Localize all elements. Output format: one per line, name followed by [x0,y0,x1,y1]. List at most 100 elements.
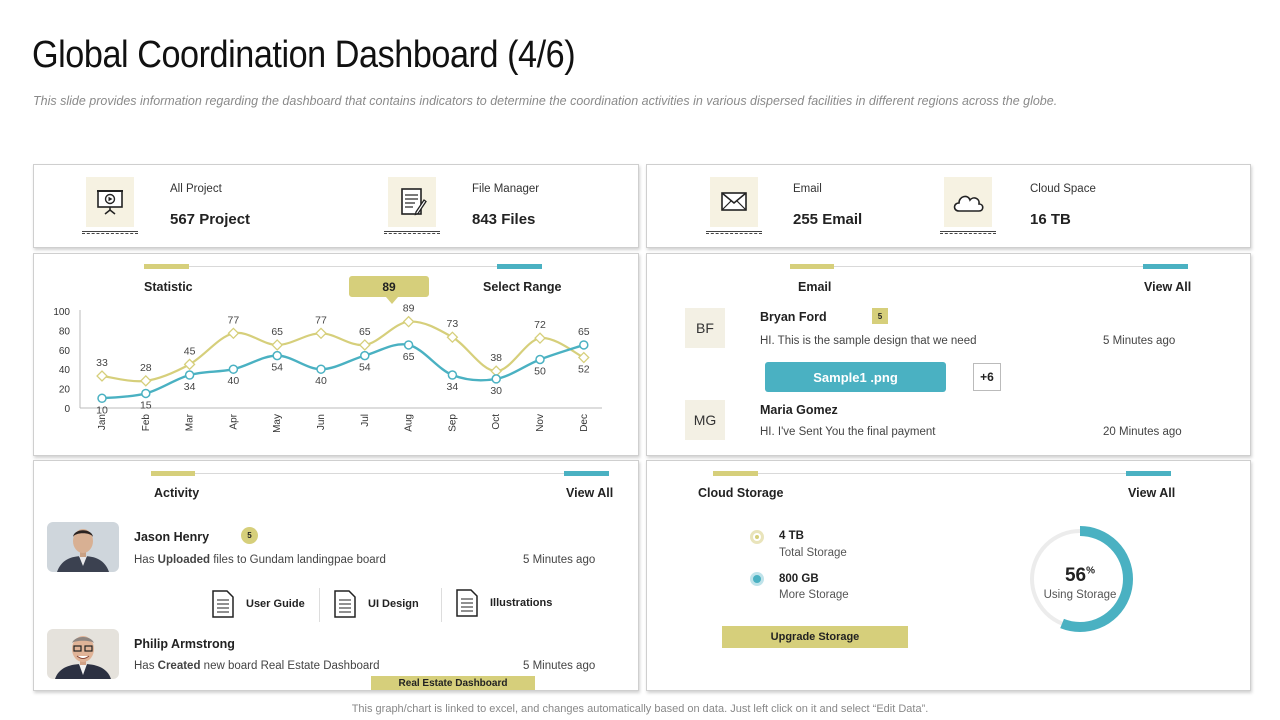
data-label: 40 [315,375,327,387]
sender-name[interactable]: Maria Gomez [760,403,838,417]
data-label: 33 [96,357,108,369]
data-point [316,364,326,374]
data-point [97,393,107,404]
data-point [315,327,327,340]
divider [319,588,320,622]
data-label: 72 [534,319,546,331]
upgrade-storage-button[interactable]: Upgrade Storage [722,626,908,648]
x-tick-label: Apr [228,413,239,429]
statistic-card: Statistic Select Range 0 20 40 60 80 100 Jan Fe… [33,253,639,456]
cloud-storage-view-all-link[interactable]: View All [1128,486,1176,500]
file-illustrations[interactable]: Illustrations [454,587,552,619]
x-tick-label: Aug [404,414,415,432]
data-point [579,340,589,350]
data-label: 45 [184,345,196,357]
x-tick-label: Mar [185,413,196,431]
header-divider [713,473,1171,474]
more-storage-dot [750,572,764,586]
cloud-storage-card: Cloud Storage View All 4 TB Total Storag… [646,460,1251,691]
header-divider [151,473,609,474]
header-accent-right [1126,471,1171,476]
select-range-button[interactable]: Select Range [483,280,562,294]
document-icon [456,589,478,617]
data-label: 38 [490,352,502,364]
cloud-space-value: 16 TB [1030,211,1071,228]
message-preview: HI. This is the sample design that we ne… [760,335,977,347]
document-icon [212,590,234,618]
board-tag[interactable]: Real Estate Dashboard [371,676,535,690]
y-tick-label: 20 [59,385,71,396]
statistic-title: Statistic [144,280,193,294]
page-title: Global Coordination Dashboard (4/6) [32,34,576,76]
data-label: 77 [228,314,240,326]
y-tick-label: 0 [64,404,70,415]
data-point [141,388,151,399]
callout-bubble [349,276,429,304]
header-divider [144,266,542,267]
data-point [227,327,240,340]
data-point [139,374,152,387]
total-storage-label: Total Storage [779,547,847,559]
data-label: 50 [534,366,546,378]
file-label: Illustrations [490,597,553,609]
email-value: 255 Email [793,211,863,228]
x-tick-label: Dec [579,414,590,432]
activity-badge: 5 [241,527,258,544]
avatar: BF [685,308,725,348]
all-project-value: 567 Project [170,211,251,228]
data-point [403,340,414,350]
storage-percent: 56% [1064,565,1096,586]
cloud-icon [944,177,992,227]
data-label: 65 [403,351,415,363]
data-label: 54 [359,362,371,374]
document-edit-icon [388,177,436,227]
data-label: 40 [228,375,240,387]
more-storage-label: More Storage [779,589,849,601]
x-tick-label: Jul [360,414,371,427]
page-subtitle: This slide provides information regardin… [33,94,1058,108]
data-label: 65 [578,326,590,338]
activity-time: 5 Minutes ago [523,554,596,566]
activity-user-name[interactable]: Philip Armstrong [134,637,235,651]
attachment-button[interactable]: Sample1 .png [765,362,946,392]
activity-description: Has Created new board Real Estate Dashbo… [134,660,380,672]
email-view-all-link[interactable]: View All [1144,280,1192,294]
all-project-label: All Project [170,183,222,195]
header-accent-left [790,264,834,269]
callout-value: 89 [382,280,396,294]
x-tick-label: May [272,414,283,433]
data-label: 73 [447,318,459,330]
header-accent-left [144,264,189,269]
data-point [490,365,503,378]
file-user-guide[interactable]: User Guide [210,588,305,620]
x-tick-label: Feb [141,414,152,432]
y-tick-label: 80 [59,326,71,337]
envelope-icon [710,177,758,227]
total-storage-value: 4 TB [779,530,804,542]
document-icon [334,590,356,618]
y-tick-label: 40 [59,365,71,376]
data-point [272,350,282,361]
email-label: Email [793,183,822,195]
activity-user-name[interactable]: Jason Henry [134,530,210,544]
storage-usage-arc [1027,526,1133,632]
file-manager-label: File Manager [472,183,540,195]
activity-description: Has Uploaded files to Gundam landingpae … [134,554,386,566]
storage-percent-label: Using Storage [1043,589,1117,601]
data-point [228,364,239,374]
more-attachments-button[interactable]: +6 [973,363,1001,391]
data-label: 34 [184,381,196,393]
file-ui-design[interactable]: UI Design [332,588,419,620]
data-point [184,370,195,380]
y-tick-label: 100 [53,307,70,318]
activity-card: Activity View All Jason Henry 5 Has Uplo… [33,460,639,691]
data-label: 77 [315,314,327,326]
data-point [577,351,590,364]
divider [441,588,442,622]
more-storage-value: 800 GB [779,573,819,585]
data-label: 54 [271,362,283,374]
cloud-storage-title: Cloud Storage [698,486,784,500]
header-accent-left [713,471,758,476]
sender-name[interactable]: Bryan Ford [760,310,827,324]
activity-view-all-link[interactable]: View All [566,486,614,500]
